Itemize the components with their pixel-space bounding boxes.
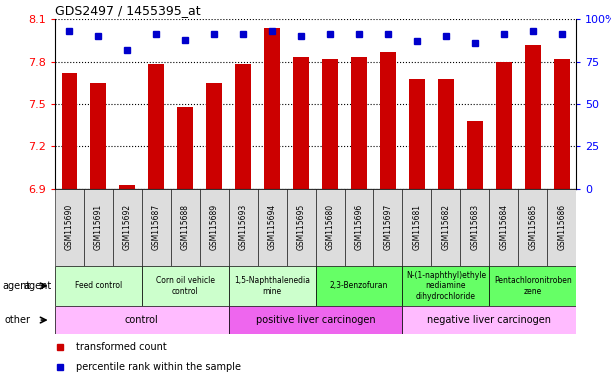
Bar	[431, 189, 460, 266]
Text: GSM115692: GSM115692	[123, 204, 132, 250]
Text: other: other	[4, 315, 31, 325]
Bar	[258, 189, 287, 266]
Bar	[171, 189, 200, 266]
Bar	[84, 189, 113, 266]
Bar	[62, 73, 78, 189]
Bar	[55, 306, 229, 334]
Bar	[518, 189, 547, 266]
Bar	[496, 62, 512, 189]
Bar	[200, 189, 229, 266]
Text: GSM115697: GSM115697	[384, 204, 392, 250]
Text: Pentachloronitroben
zene: Pentachloronitroben zene	[494, 276, 572, 296]
Bar	[489, 266, 576, 306]
Bar	[403, 266, 489, 306]
Bar	[264, 28, 280, 189]
Bar	[467, 121, 483, 189]
Bar	[113, 189, 142, 266]
Bar	[351, 57, 367, 189]
Text: GSM115688: GSM115688	[181, 204, 190, 250]
Text: GSM115680: GSM115680	[326, 204, 335, 250]
Bar	[55, 266, 142, 306]
Bar	[345, 189, 373, 266]
Bar	[403, 306, 576, 334]
Bar	[90, 83, 106, 189]
Text: Feed control: Feed control	[75, 281, 122, 290]
Bar	[460, 189, 489, 266]
Bar	[525, 45, 541, 189]
Bar	[207, 83, 222, 189]
Bar	[438, 79, 454, 189]
Bar	[380, 52, 396, 189]
Text: 1,5-Naphthalenedia
mine: 1,5-Naphthalenedia mine	[234, 276, 310, 296]
Text: GSM115695: GSM115695	[296, 204, 306, 250]
Text: GSM115682: GSM115682	[441, 204, 450, 250]
Text: GSM115684: GSM115684	[499, 204, 508, 250]
Bar	[235, 65, 251, 189]
Text: GSM115685: GSM115685	[529, 204, 537, 250]
Text: GSM115691: GSM115691	[94, 204, 103, 250]
Bar	[55, 189, 84, 266]
Bar	[142, 189, 171, 266]
Bar	[554, 59, 569, 189]
Text: percentile rank within the sample: percentile rank within the sample	[76, 362, 241, 372]
Bar	[373, 189, 403, 266]
Bar	[177, 107, 193, 189]
Text: GSM115696: GSM115696	[354, 204, 364, 250]
Bar	[142, 266, 229, 306]
Text: agent: agent	[24, 281, 52, 291]
Text: positive liver carcinogen: positive liver carcinogen	[256, 315, 375, 325]
Bar	[229, 266, 316, 306]
Text: negative liver carcinogen: negative liver carcinogen	[427, 315, 551, 325]
Text: agent: agent	[2, 281, 31, 291]
Text: GSM115686: GSM115686	[557, 204, 566, 250]
Text: GSM115689: GSM115689	[210, 204, 219, 250]
Bar	[316, 266, 403, 306]
Text: transformed count: transformed count	[76, 342, 167, 352]
Bar	[322, 59, 338, 189]
Bar	[403, 189, 431, 266]
Bar	[119, 185, 136, 189]
Bar	[287, 189, 315, 266]
Bar	[547, 189, 576, 266]
Text: N-(1-naphthyl)ethyle
nediamine
dihydrochloride: N-(1-naphthyl)ethyle nediamine dihydroch…	[406, 271, 486, 301]
Text: GSM115681: GSM115681	[412, 204, 422, 250]
Text: GSM115687: GSM115687	[152, 204, 161, 250]
Text: control: control	[125, 315, 159, 325]
Text: Corn oil vehicle
control: Corn oil vehicle control	[156, 276, 215, 296]
Bar	[409, 79, 425, 189]
Bar	[489, 189, 518, 266]
Text: GSM115693: GSM115693	[239, 204, 247, 250]
Bar	[148, 65, 164, 189]
Text: GSM115694: GSM115694	[268, 204, 277, 250]
Text: GDS2497 / 1455395_at: GDS2497 / 1455395_at	[55, 3, 200, 17]
Text: GSM115683: GSM115683	[470, 204, 480, 250]
Text: 2,3-Benzofuran: 2,3-Benzofuran	[330, 281, 388, 290]
Text: GSM115690: GSM115690	[65, 204, 74, 250]
Bar	[229, 306, 403, 334]
Bar	[229, 189, 258, 266]
Bar	[316, 189, 345, 266]
Bar	[293, 57, 309, 189]
